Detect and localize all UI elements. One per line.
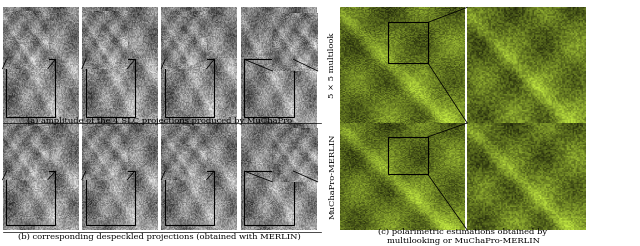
Bar (6, 171, 56, 225)
Bar (86, 171, 135, 225)
Bar (165, 171, 214, 225)
Text: (c) polarimetric estimations obtained by
multilooking or MuChaPro-MERLIN: (c) polarimetric estimations obtained by… (378, 228, 548, 245)
Bar (165, 59, 214, 117)
Bar (244, 171, 294, 225)
Text: 5 × 5 multilook: 5 × 5 multilook (328, 32, 337, 98)
Bar (244, 59, 294, 117)
Bar (6, 59, 56, 117)
Text: (b) corresponding despeckled projections (obtained with MERLIN): (b) corresponding despeckled projections… (18, 233, 301, 241)
Text: MuChaPro-MERLIN: MuChaPro-MERLIN (328, 134, 337, 219)
Bar (388, 137, 428, 174)
Bar (388, 22, 428, 63)
Text: (a) amplitude of the 4 SLC projections produced by MuChaPro: (a) amplitude of the 4 SLC projections p… (27, 117, 292, 124)
Bar (86, 59, 135, 117)
